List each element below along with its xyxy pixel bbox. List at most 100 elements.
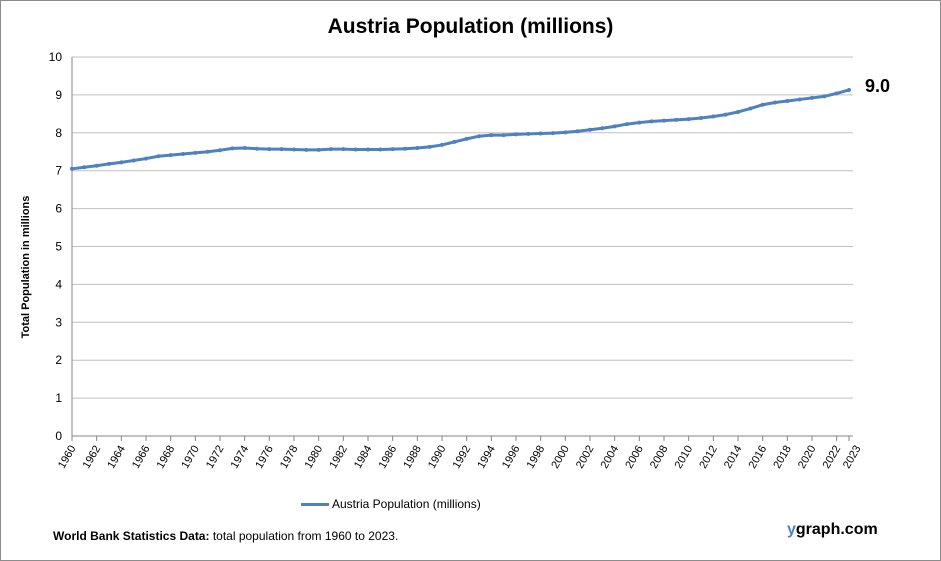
x-tick-label: 2000	[549, 444, 572, 471]
data-point	[785, 98, 790, 103]
data-point	[464, 136, 469, 141]
data-point	[329, 147, 333, 152]
x-tick-label: 1980	[303, 444, 326, 471]
data-point	[477, 134, 481, 139]
data-point	[563, 130, 568, 135]
data-point	[452, 139, 457, 144]
chart-title: Austria Population (millions)	[327, 15, 614, 38]
x-tick-label: 1984	[352, 444, 375, 471]
brand-rest: graph.com	[795, 521, 878, 538]
data-point	[760, 102, 765, 107]
data-point	[686, 117, 691, 122]
data-point	[205, 149, 210, 154]
y-tick-label: 1	[55, 391, 62, 405]
x-tick-label: 1976	[253, 444, 276, 471]
data-point	[538, 131, 543, 136]
data-point	[304, 147, 309, 152]
data-point	[415, 145, 420, 150]
data-point	[723, 112, 728, 117]
brand-y: y	[787, 521, 796, 538]
y-tick-label: 6	[55, 202, 62, 216]
source-note: World Bank Statistics Data: total popula…	[53, 529, 398, 543]
data-point	[218, 148, 222, 153]
x-tick-label: 2010	[673, 444, 696, 471]
y-tick-label: 0	[55, 429, 62, 443]
legend-label: Austria Population (millions)	[332, 497, 481, 511]
x-tick-label: 1996	[500, 444, 523, 471]
data-point	[748, 106, 753, 111]
data-point	[736, 109, 740, 114]
data-point	[612, 124, 617, 129]
data-point	[94, 163, 99, 168]
source-bold: World Bank Statistics Data:	[53, 529, 210, 543]
data-point	[427, 144, 432, 149]
data-point	[181, 152, 185, 157]
y-tick-label: 10	[49, 50, 63, 64]
data-point	[366, 147, 370, 152]
data-point	[230, 146, 235, 151]
data-point	[403, 146, 407, 151]
x-tick-label: 1970	[179, 444, 202, 471]
x-tick-label: 1990	[426, 444, 449, 471]
data-point	[193, 150, 198, 155]
data-point	[711, 114, 716, 119]
x-tick-label: 2023	[841, 444, 864, 471]
data-point	[390, 147, 395, 152]
data-point	[168, 153, 173, 158]
x-tick-label: 1974	[229, 444, 252, 471]
data-point	[156, 154, 161, 159]
data-point	[575, 129, 580, 134]
data-point	[70, 166, 74, 171]
y-tick-label: 3	[55, 315, 62, 329]
data-point	[810, 95, 814, 100]
x-tick-label: 1962	[81, 444, 104, 471]
data-point	[674, 117, 679, 122]
data-point	[255, 146, 259, 151]
x-tick-label: 2020	[796, 444, 819, 471]
x-tick-label: 1986	[377, 444, 400, 471]
data-point	[279, 147, 284, 152]
data-point	[625, 122, 629, 127]
x-tick-label: 2022	[821, 444, 844, 471]
data-point	[316, 147, 321, 152]
x-tick-label: 2006	[623, 444, 646, 471]
x-tick-label: 1988	[401, 444, 424, 471]
data-point	[526, 131, 531, 136]
y-tick-label: 7	[55, 164, 62, 178]
x-tick-label: 1978	[278, 444, 301, 471]
data-point	[514, 132, 518, 137]
data-point	[82, 165, 87, 170]
data-point	[144, 156, 148, 161]
x-tick-label: 1972	[204, 444, 227, 471]
x-tick-label: 2008	[648, 444, 671, 471]
x-tick-label: 1960	[56, 444, 79, 471]
data-point	[847, 87, 851, 92]
data-point	[649, 119, 654, 124]
data-point	[501, 133, 506, 138]
brand-logo[interactable]: ygraph.com	[787, 521, 878, 539]
data-point	[637, 120, 642, 125]
x-tick-label: 1992	[451, 444, 474, 471]
y-tick-label: 2	[55, 353, 62, 367]
legend-swatch	[301, 502, 329, 506]
data-point	[292, 147, 296, 152]
y-tick-label: 5	[55, 240, 62, 254]
x-tick-label: 1994	[475, 444, 498, 471]
x-tick-label: 2002	[574, 444, 597, 471]
x-tick-label: 2004	[599, 444, 622, 471]
y-tick-label: 8	[55, 126, 62, 140]
data-point	[551, 131, 555, 136]
data-point	[242, 145, 247, 150]
data-point	[699, 116, 703, 121]
x-tick-label: 2018	[771, 444, 794, 471]
data-point	[378, 147, 383, 152]
series-line	[71, 88, 850, 171]
data-point	[341, 147, 346, 152]
data-point	[822, 94, 827, 99]
data-point	[440, 142, 444, 147]
data-point	[662, 118, 666, 123]
data-point	[834, 91, 839, 96]
source-text: total population from 1960 to 2023.	[209, 529, 399, 543]
